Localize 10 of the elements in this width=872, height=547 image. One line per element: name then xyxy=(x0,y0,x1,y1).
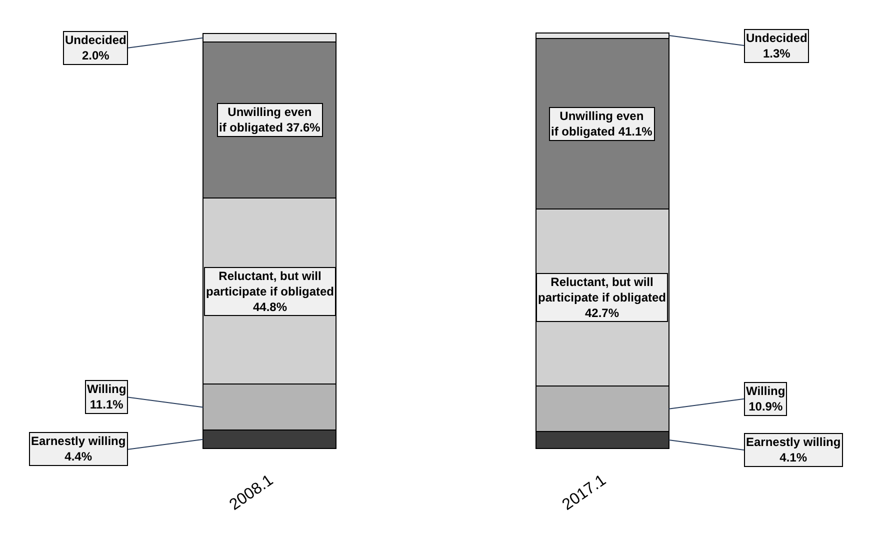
data-label: Undecided 2.0% xyxy=(65,33,126,63)
data-label: Undecided 1.3% xyxy=(746,31,808,61)
data-label: Reluctant, but will participate if obligated 44.8% xyxy=(206,269,334,314)
data-label: Earnestly willing 4.1% xyxy=(746,435,841,465)
data-label: Unwilling even if obligated 37.6% xyxy=(219,105,321,135)
data-label: Unwilling even if obligated 41.1% xyxy=(551,109,653,139)
data-label: Willing 10.9% xyxy=(746,384,786,414)
data-label: Earnestly willing 4.4% xyxy=(31,434,126,464)
data-label: Reluctant, but will participate if obligated 42.7% xyxy=(538,275,666,320)
data-label: Willing 11.1% xyxy=(87,382,126,412)
